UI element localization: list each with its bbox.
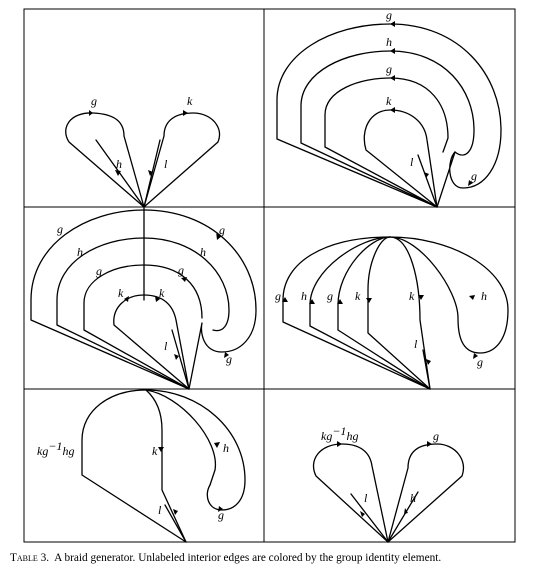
- panel-3-inner-loop: [113, 294, 190, 390]
- panel-4-edge-k: [367, 236, 431, 390]
- panel-6-right-loop: [387, 443, 465, 543]
- panel-3-l-edge: [171, 329, 190, 390]
- panel-4-outer: [282, 236, 509, 390]
- caption-text: A braid generator. Unlabeled interior ed…: [54, 552, 442, 564]
- panel-1-label-k: k: [187, 94, 193, 108]
- panel-6: kg−1hg g l h: [312, 424, 465, 543]
- panel-6-label-l: l: [364, 491, 368, 505]
- panel-4-label-h-2: h: [481, 289, 487, 303]
- panel-3-label-l: l: [164, 339, 168, 353]
- panel-1-label-h: h: [116, 157, 122, 171]
- panel-4-label-k-1: k: [355, 289, 361, 303]
- panel-1-arrows: [89, 110, 188, 176]
- panel-6-label-kghg: kg−1hg: [321, 424, 358, 443]
- panel-5-label-g-end: g: [218, 508, 224, 522]
- panel-5-arrows: [158, 442, 223, 515]
- panel-5-k-edge: [145, 389, 187, 543]
- panel-4-label-g-2: g: [327, 289, 333, 303]
- panel-5-h-edge: [145, 389, 216, 486]
- table-caption: Table 3. A braid generator. Unlabeled in…: [10, 551, 535, 565]
- panel-4-label-h-1: h: [301, 289, 307, 303]
- panel-3-label-k-left: k: [118, 286, 124, 300]
- panel-2: g h g k l g: [276, 8, 502, 208]
- panel-3: g h g k k g h g l g: [30, 206, 257, 390]
- panel-4: g h g k k h l g: [275, 236, 509, 390]
- panel-3-second-arc: [56, 237, 230, 390]
- panel-2-label-k: k: [386, 94, 392, 108]
- panel-1-l-edge: [143, 139, 161, 208]
- panel-3-label-g-right-inner: g: [178, 263, 184, 277]
- panel-3-outer-arc: [30, 209, 257, 390]
- table-frame: [23, 8, 516, 543]
- panel-1-h-edge: [95, 139, 145, 208]
- caption-label: Table 3.: [10, 552, 50, 564]
- panel-4-label-g-end: g: [477, 355, 483, 369]
- panel-2-label-g-outer: g: [386, 8, 392, 22]
- panel-4-edge-k2: [389, 236, 431, 390]
- panel-6-arrows: [337, 441, 432, 517]
- panel-5-label-k: k: [152, 444, 158, 458]
- panel-5: kg−1hg k h l g: [37, 389, 246, 543]
- panel-1-right-loop: [143, 112, 221, 208]
- panel-5-l-edge: [164, 504, 187, 543]
- panel-3-label-k-right: k: [159, 286, 165, 300]
- panel-3-label-g-end: g: [226, 352, 232, 366]
- panel-4-label-g-1: g: [275, 289, 281, 303]
- panel-4-edge-3: [337, 236, 431, 390]
- panel-2-label-h: h: [386, 35, 392, 49]
- panel-4-label-k-2: k: [409, 289, 415, 303]
- panel-5-label-l: l: [158, 503, 162, 517]
- panel-4-l-edge: [422, 349, 431, 390]
- panel-3-label-g-right-top: g: [219, 223, 225, 237]
- panel-3-arrows: [124, 233, 229, 360]
- panel-5-label-h: h: [223, 441, 229, 455]
- panel-2-arrows: [390, 21, 473, 186]
- panel-3-label-h-right: h: [200, 245, 206, 259]
- panel-1: g k h l: [65, 94, 221, 208]
- panel-2-middle-arc: [300, 50, 475, 208]
- panel-2-l-edge: [417, 154, 438, 208]
- panel-4-label-l: l: [414, 337, 418, 351]
- panel-2-innermost-loop: [363, 109, 438, 208]
- panel-3-label-g-middle: g: [96, 264, 102, 278]
- panel-2-outer-arc: [276, 23, 502, 208]
- panel-6-h-edge: [387, 491, 419, 543]
- panel-5-label-kghg: kg−1hg: [37, 439, 74, 458]
- panel-1-left-loop: [65, 112, 145, 208]
- panel-6-l-edge: [350, 493, 389, 543]
- panel-1-label-g: g: [91, 94, 97, 108]
- panel-4-edge-2: [309, 236, 431, 390]
- panel-3-label-g-outer: g: [57, 222, 63, 236]
- panel-6-label-h: h: [410, 491, 416, 505]
- panel-4-arrows: [282, 295, 478, 365]
- panel-6-label-g: g: [433, 429, 439, 443]
- panel-2-label-g-middle: g: [386, 62, 392, 76]
- panel-2-label-g-end: g: [471, 169, 477, 183]
- panel-1-label-l: l: [164, 157, 168, 171]
- panel-2-label-l: l: [410, 155, 414, 169]
- panel-3-third-arc: [83, 264, 203, 390]
- panel-3-label-h: h: [77, 245, 83, 259]
